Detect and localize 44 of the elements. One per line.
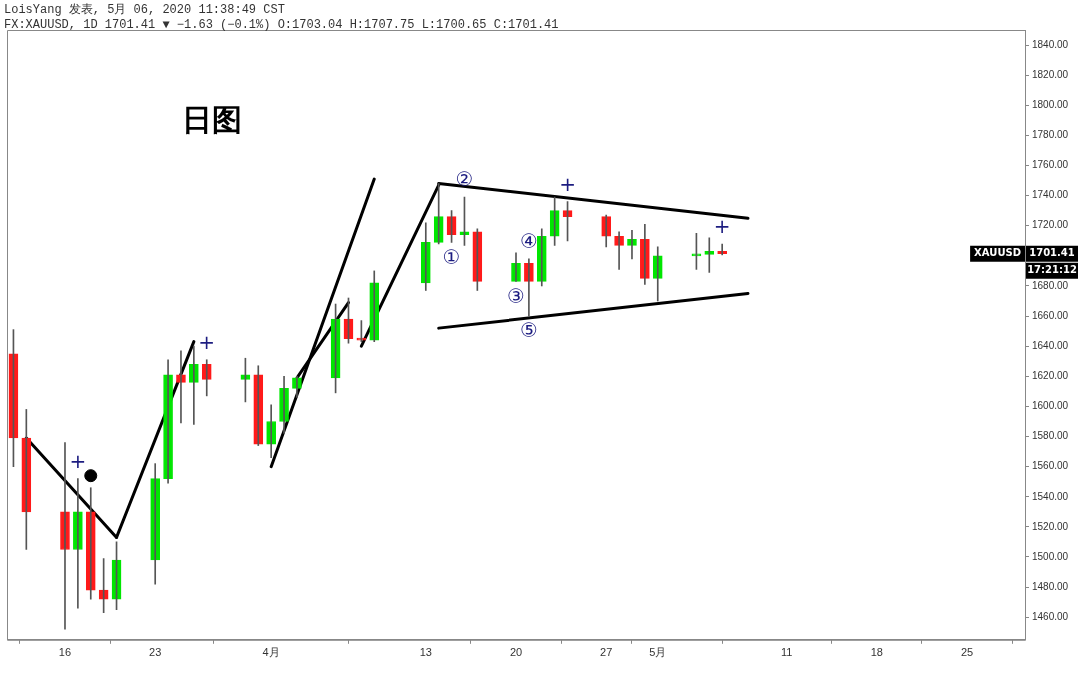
- x-tick-label: 5月: [649, 646, 667, 659]
- text: 日图: [182, 101, 242, 139]
- y-tick-label: 1620.00: [1032, 370, 1069, 382]
- y-tick-label: 1720.00: [1032, 219, 1069, 231]
- y-tick-label: 1640.00: [1032, 339, 1069, 351]
- annotation: +: [69, 448, 87, 473]
- y-tick-label: 1660.00: [1032, 309, 1069, 321]
- y-tick-label: 1840.00: [1032, 38, 1069, 50]
- x-tick-label: 25: [960, 646, 974, 659]
- annotation: ③: [507, 283, 525, 308]
- y-tick-label: 1480.00: [1032, 580, 1069, 592]
- x-tick-label: 27: [600, 646, 613, 659]
- y-tick-label: 1600.00: [1032, 400, 1069, 412]
- x-tick-label: 18: [870, 646, 883, 659]
- annotation: ①: [442, 244, 461, 269]
- text: LoisYang 发表, 5月 06, 2020 11:38:49 CST: [4, 3, 286, 18]
- x-tick-label: 16: [58, 646, 72, 659]
- annotation: ④: [519, 229, 538, 254]
- annotation: FX:XAUUSD, 1D 1701.41 ▼ −1.63 (−0.1%) O:1703.04 H:1707.75 L:1700.65 C:1701.41: [4, 18, 559, 33]
- text: 1701.41: [1029, 247, 1075, 259]
- annotation: ⑤: [519, 318, 538, 343]
- text: 17:21:12: [1027, 264, 1077, 276]
- annotation: +: [559, 171, 576, 196]
- y-tick-label: 1580.00: [1032, 430, 1069, 442]
- y-tick-label: 1760.00: [1032, 159, 1069, 171]
- x-tick-label: 4月: [262, 646, 280, 659]
- annotation: ②: [455, 167, 474, 192]
- y-tick-label: 1500.00: [1032, 550, 1069, 562]
- x-tick-label: 23: [149, 646, 162, 659]
- annotation: +: [713, 214, 731, 239]
- y-tick-label: 1540.00: [1032, 490, 1069, 502]
- y-tick-label: 1560.00: [1032, 460, 1069, 472]
- x-tick-label: 11: [780, 646, 793, 659]
- y-tick-label: 1740.00: [1032, 189, 1069, 201]
- x-tick-label: 13: [419, 646, 432, 659]
- annotation: +: [198, 329, 216, 354]
- y-tick-label: 1780.00: [1032, 129, 1069, 141]
- y-tick-label: 1820.00: [1032, 68, 1069, 80]
- y-tick-label: 1460.00: [1032, 610, 1069, 622]
- y-tick-label: 1520.00: [1032, 520, 1069, 532]
- y-tick-label: 1680.00: [1032, 279, 1069, 291]
- x-tick-label: 20: [509, 646, 523, 659]
- annotation: XAUUSD: [974, 247, 1021, 259]
- y-tick-label: 1800.00: [1032, 99, 1069, 111]
